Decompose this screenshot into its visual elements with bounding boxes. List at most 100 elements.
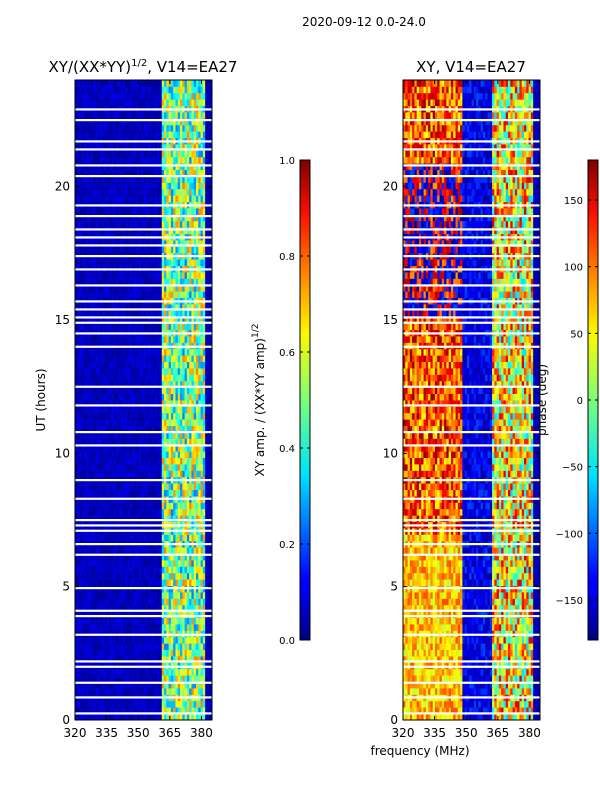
- colorbar-tick-label: 0.2: [279, 540, 295, 551]
- colorbar-a: [299, 159, 311, 641]
- colorbar-a-label: XY amp. / (XX*YY amp)1/2: [251, 324, 267, 477]
- flagged-row: [403, 615, 540, 618]
- flagged-row: [403, 332, 540, 335]
- colorbar-a-label-main: XY amp. / (XX*YY amp): [253, 338, 267, 476]
- flagged-row: [403, 712, 540, 715]
- panel-b-heatmap: [403, 80, 540, 720]
- x-tick-label: 350: [455, 726, 478, 740]
- flagged-row: [75, 681, 212, 684]
- flagged-row: [75, 553, 212, 556]
- flagged-row: [75, 615, 212, 618]
- flagged-row: [75, 587, 212, 590]
- flagged-row: [75, 228, 212, 231]
- flagged-row: [75, 164, 212, 167]
- flagged-row: [403, 633, 540, 636]
- flagged-row: [403, 228, 540, 231]
- x-tick-label: 380: [190, 726, 213, 740]
- flagged-row: [75, 268, 212, 271]
- flagged-row: [75, 308, 212, 311]
- flagged-row: [75, 244, 212, 247]
- flagged-row: [403, 543, 540, 546]
- y-tick-label: 15: [55, 313, 70, 327]
- y-tick-label: 5: [390, 580, 398, 594]
- flagged-row: [75, 497, 212, 500]
- flagged-row: [75, 300, 212, 303]
- x-tick-label: 320: [392, 726, 415, 740]
- y-tick-label: 5: [62, 580, 70, 594]
- panel-a-heatmap: [75, 80, 212, 720]
- flagged-row: [75, 255, 212, 258]
- flagged-row: [75, 332, 212, 335]
- colorbar-tick-label: 0.6: [279, 348, 295, 359]
- colorbar-tick-label: 150: [564, 196, 583, 207]
- flagged-row: [75, 321, 212, 324]
- y-tick-label: 20: [55, 180, 70, 194]
- y-tick-label: 15: [383, 313, 398, 327]
- flagged-row: [403, 215, 540, 218]
- x-tick-label: 335: [95, 726, 118, 740]
- flagged-row: [403, 529, 540, 532]
- panel-a-title-main: XY/(XX*YY): [49, 58, 132, 76]
- flagged-row: [75, 524, 212, 527]
- panel-a-x-ticks: 320 335 350 365 380: [64, 80, 213, 740]
- colorbar-tick-label: 50: [570, 329, 583, 340]
- x-tick-label: 380: [518, 726, 541, 740]
- flagged-row: [75, 543, 212, 546]
- colorbar-tick-label: 1.0: [279, 156, 295, 167]
- flagged-row: [75, 316, 212, 319]
- colorbar-tick-label: 0.8: [279, 252, 295, 263]
- x-tick-label: 320: [64, 726, 87, 740]
- colorbar-b-label: phase (deg): [535, 364, 549, 436]
- flagged-row: [75, 140, 212, 143]
- flagged-row: [403, 148, 540, 151]
- flagged-row: [403, 255, 540, 258]
- y-tick-label: 10: [55, 446, 70, 460]
- colorbar-a-label-sup: 1/2: [251, 324, 261, 338]
- flagged-row: [403, 108, 540, 111]
- flagged-row: [403, 308, 540, 311]
- flagged-row: [403, 164, 540, 167]
- flagged-row: [403, 300, 540, 303]
- flagged-row: [403, 204, 540, 207]
- flagged-row: [75, 696, 212, 699]
- flagged-row: [75, 204, 212, 207]
- flagged-row: [75, 385, 212, 388]
- panel-b-x-ticks: 320 335 350 365 380: [392, 80, 541, 740]
- y-tick-label: 0: [390, 713, 398, 727]
- flagged-row: [403, 316, 540, 319]
- flagged-row: [403, 524, 540, 527]
- colorbar-tick-label: −150: [556, 596, 583, 607]
- flagged-row: [75, 404, 212, 407]
- panel-b-frame: [402, 79, 541, 721]
- flagged-row: [75, 119, 212, 122]
- flagged-row: [403, 284, 540, 287]
- flagged-row: [75, 712, 212, 715]
- panel-b-y-ticks: 0 5 10 15 20: [383, 180, 540, 727]
- flagged-row: [403, 665, 540, 668]
- panel-a-frame: [74, 79, 213, 721]
- flagged-row: [403, 660, 540, 663]
- flagged-row: [403, 696, 540, 699]
- flagged-row: [75, 660, 212, 663]
- flagged-row: [403, 321, 540, 324]
- colorbar-b-ticks: −150 −100 −50 0 50 100 150: [556, 196, 598, 607]
- y-tick-label: 0: [62, 713, 70, 727]
- flagged-row: [75, 284, 212, 287]
- x-tick-label: 365: [486, 726, 509, 740]
- flagged-row: [403, 175, 540, 178]
- x-tick-label: 335: [423, 726, 446, 740]
- flagged-row: [403, 444, 540, 447]
- flagged-row: [75, 444, 212, 447]
- flagged-row: [75, 345, 212, 348]
- x-tick-label: 365: [158, 726, 181, 740]
- flagged-row: [403, 345, 540, 348]
- colorbar-tick-label: 0: [577, 396, 583, 407]
- flagged-row: [75, 609, 212, 612]
- colorbar-tick-label: 100: [564, 263, 583, 274]
- flagged-row: [403, 268, 540, 271]
- colorbar-tick-label: −100: [556, 529, 583, 540]
- flagged-row: [75, 431, 212, 434]
- colorbar-tick-label: 0.0: [279, 636, 295, 647]
- flagged-row: [403, 119, 540, 122]
- flagged-row: [75, 148, 212, 151]
